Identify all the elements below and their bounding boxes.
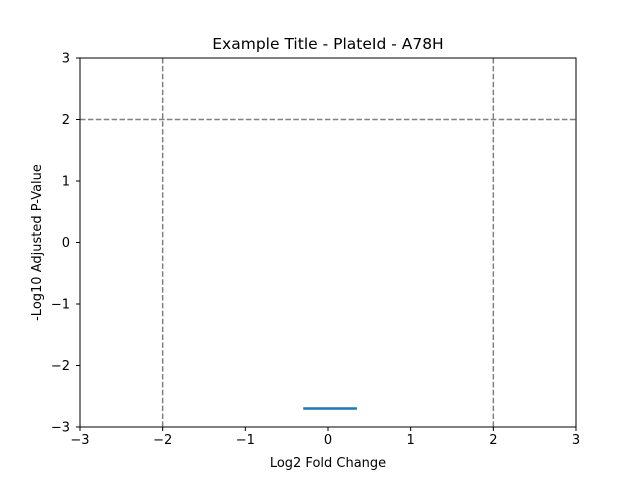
y-tick-label: −1 [51,298,70,313]
x-tick-label: −2 [153,433,172,448]
threshold-lines [80,58,576,427]
y-tick-label: 3 [62,52,70,67]
y-axis: −3 −2 −1 0 1 2 3 [51,52,80,436]
y-tick-label: −3 [51,421,70,436]
x-axis-label: Log2 Fold Change [270,456,386,471]
chart-title: Example Title - PlateId - A78H [212,35,443,53]
x-tick-label: 0 [324,433,332,448]
x-tick-label: −3 [70,433,89,448]
y-tick-label: 2 [62,113,70,128]
x-tick-label: 3 [572,433,580,448]
x-tick-label: 1 [407,433,415,448]
y-axis-label: -Log10 Adjusted P-Value [30,164,45,321]
y-tick-label: 0 [62,236,70,251]
x-tick-label: −1 [236,433,255,448]
x-axis: −3 −2 −1 0 1 2 3 [70,427,580,448]
x-tick-label: 2 [489,433,497,448]
y-tick-label: 1 [62,175,70,190]
y-tick-label: −2 [51,359,70,374]
